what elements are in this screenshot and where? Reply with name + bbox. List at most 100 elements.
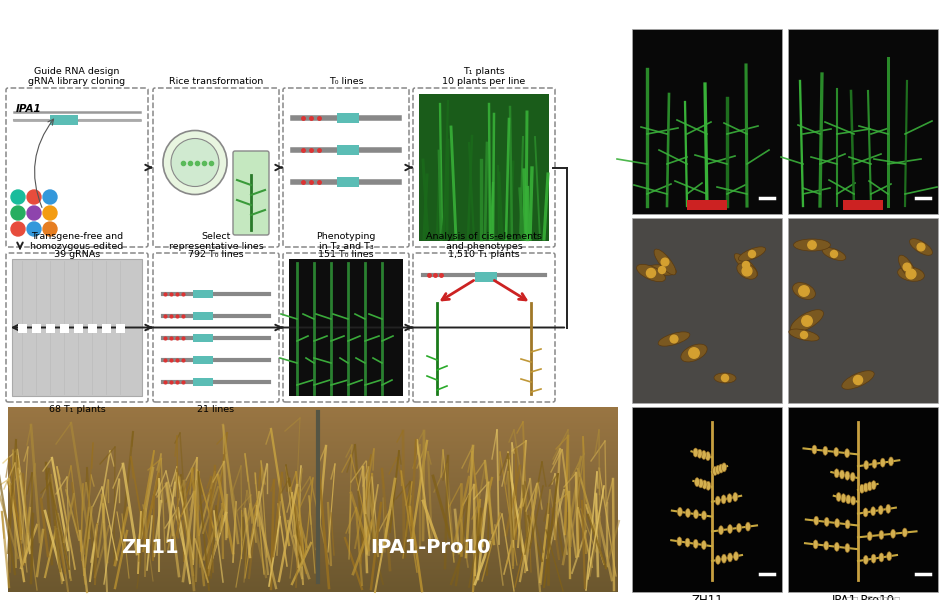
Ellipse shape xyxy=(714,373,736,383)
Bar xyxy=(8,563,618,564)
Bar xyxy=(8,586,618,587)
Ellipse shape xyxy=(792,283,815,299)
Ellipse shape xyxy=(871,554,876,563)
Bar xyxy=(193,334,213,342)
Bar xyxy=(8,589,618,590)
Bar xyxy=(8,574,618,575)
Ellipse shape xyxy=(834,448,839,457)
Text: 知乎  @创业天下: 知乎 @创业天下 xyxy=(846,596,901,600)
Ellipse shape xyxy=(872,460,877,469)
Ellipse shape xyxy=(860,484,864,493)
Bar xyxy=(8,450,618,451)
Text: ZH11: ZH11 xyxy=(692,594,723,600)
Bar xyxy=(8,520,618,521)
Bar xyxy=(8,488,618,489)
Bar xyxy=(8,523,618,524)
Bar xyxy=(8,545,618,546)
Bar xyxy=(8,493,618,494)
Bar xyxy=(8,485,618,486)
Bar xyxy=(8,522,618,523)
Ellipse shape xyxy=(885,505,891,514)
Ellipse shape xyxy=(701,451,706,460)
Ellipse shape xyxy=(850,472,855,481)
Ellipse shape xyxy=(736,523,742,532)
Bar xyxy=(8,562,618,563)
FancyBboxPatch shape xyxy=(283,253,409,402)
Bar xyxy=(8,482,618,483)
Bar xyxy=(8,566,618,567)
Bar xyxy=(8,432,618,433)
Ellipse shape xyxy=(864,556,868,565)
Circle shape xyxy=(11,222,25,236)
Ellipse shape xyxy=(728,553,732,562)
Bar xyxy=(102,324,111,333)
Bar xyxy=(8,470,618,471)
Ellipse shape xyxy=(715,465,720,474)
Ellipse shape xyxy=(648,265,676,275)
Bar xyxy=(193,378,213,386)
Bar xyxy=(289,259,403,396)
Ellipse shape xyxy=(845,544,850,553)
Bar xyxy=(8,539,618,540)
Bar xyxy=(8,568,618,569)
Text: 792 T₀ lines: 792 T₀ lines xyxy=(188,250,244,259)
Ellipse shape xyxy=(722,463,727,472)
Circle shape xyxy=(646,268,655,278)
Bar xyxy=(8,449,618,450)
Bar xyxy=(8,560,618,561)
Bar xyxy=(788,407,938,592)
Bar xyxy=(8,561,618,562)
Bar xyxy=(8,428,618,429)
Bar xyxy=(8,464,618,465)
Text: Transgene-free and
homozygous edited: Transgene-free and homozygous edited xyxy=(30,232,124,251)
Ellipse shape xyxy=(732,493,738,502)
Circle shape xyxy=(670,335,678,343)
Circle shape xyxy=(808,241,816,249)
Ellipse shape xyxy=(694,478,699,487)
Text: IPA1-Pro10: IPA1-Pro10 xyxy=(370,538,490,557)
Bar xyxy=(74,324,83,333)
Text: Rice transformation: Rice transformation xyxy=(169,77,263,86)
Bar xyxy=(8,413,618,414)
Circle shape xyxy=(903,263,911,271)
Bar xyxy=(8,437,618,438)
Bar xyxy=(8,519,618,520)
Bar xyxy=(8,572,618,573)
Ellipse shape xyxy=(902,528,907,537)
Bar xyxy=(8,577,618,578)
Bar xyxy=(8,475,618,476)
Bar xyxy=(8,466,618,467)
Text: 151 T₀ lines: 151 T₀ lines xyxy=(318,250,373,259)
Ellipse shape xyxy=(685,509,691,518)
Bar xyxy=(8,440,618,441)
Ellipse shape xyxy=(718,464,724,473)
Ellipse shape xyxy=(846,495,851,504)
Bar xyxy=(8,458,618,459)
Bar xyxy=(8,509,618,510)
Circle shape xyxy=(830,251,838,257)
Ellipse shape xyxy=(793,239,830,251)
FancyBboxPatch shape xyxy=(6,88,148,247)
Circle shape xyxy=(906,269,916,279)
Circle shape xyxy=(27,222,41,236)
Bar xyxy=(8,501,618,502)
Bar xyxy=(8,567,618,568)
Bar xyxy=(8,529,618,530)
Ellipse shape xyxy=(636,265,665,281)
Ellipse shape xyxy=(886,552,892,561)
Text: Phenotyping
in T₂ and T₃: Phenotyping in T₂ and T₃ xyxy=(316,232,375,251)
Bar xyxy=(8,507,618,508)
Circle shape xyxy=(917,243,925,251)
FancyBboxPatch shape xyxy=(283,88,409,247)
Ellipse shape xyxy=(738,247,766,261)
Ellipse shape xyxy=(825,517,829,526)
Bar xyxy=(475,272,497,282)
FancyBboxPatch shape xyxy=(153,253,279,402)
Circle shape xyxy=(43,206,57,220)
Ellipse shape xyxy=(841,494,846,503)
Bar xyxy=(8,420,618,421)
Ellipse shape xyxy=(721,495,726,504)
Bar xyxy=(8,558,618,559)
Text: 39 gRNAs: 39 gRNAs xyxy=(54,250,100,259)
Bar xyxy=(8,415,618,416)
